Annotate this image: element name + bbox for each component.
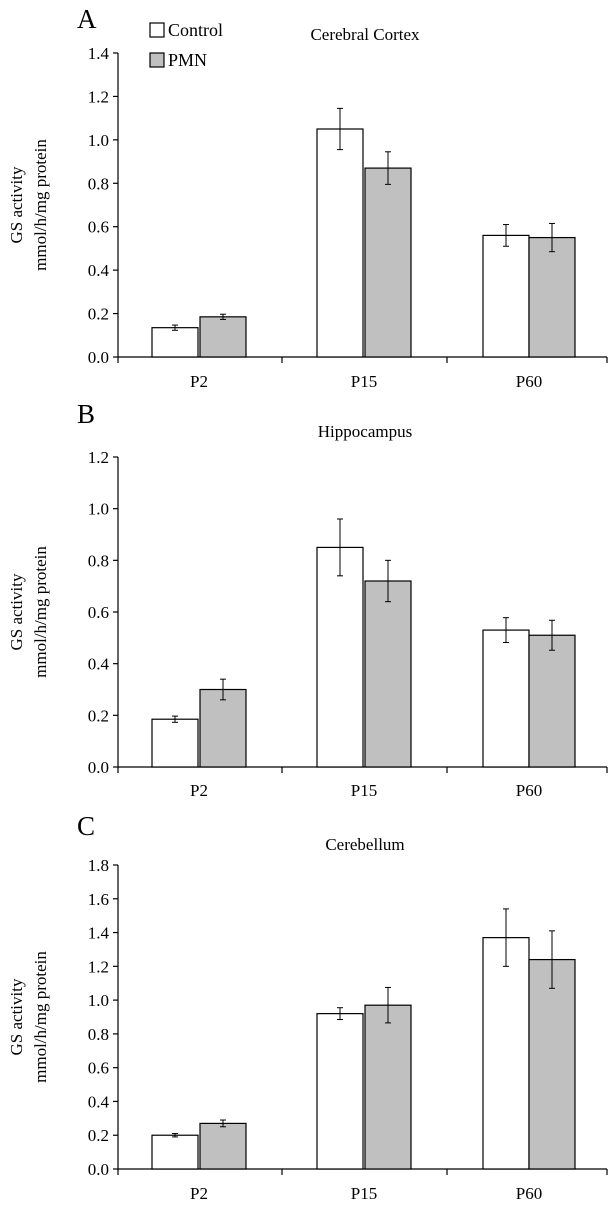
y-tick-label: 1.0 <box>88 500 109 519</box>
x-category-label: P15 <box>351 781 377 800</box>
y-axis-label: GS activity <box>7 166 26 243</box>
y-axis-label: mmol/h/mg protein <box>31 546 50 678</box>
y-tick-label: 0.8 <box>88 174 109 193</box>
y-tick-label: 0.4 <box>88 1092 110 1111</box>
x-category-label: P2 <box>190 372 208 391</box>
y-tick-label: 1.2 <box>88 87 109 106</box>
bar-pmn-p60 <box>528 634 576 768</box>
y-axis-label: GS activity <box>7 978 26 1055</box>
panel-letter: C <box>77 811 95 841</box>
panel-title: Cerebral Cortex <box>310 25 420 44</box>
x-category-label: P60 <box>516 1184 542 1203</box>
bar-control-p15 <box>316 1013 364 1170</box>
x-category-label: P60 <box>516 372 542 391</box>
bar-control-p60 <box>482 234 530 358</box>
y-tick-label: 0.2 <box>88 305 109 324</box>
y-tick-label: 0.8 <box>88 1025 109 1044</box>
bar-pmn-p15 <box>364 580 412 768</box>
y-tick-label: 1.6 <box>88 890 109 909</box>
y-tick-label: 1.4 <box>88 44 110 63</box>
bar-pmn-p60 <box>528 236 576 358</box>
panel-letter: B <box>77 399 95 429</box>
y-axis-label: mmol/h/mg protein <box>31 951 50 1083</box>
bar-control-p60 <box>482 937 530 1170</box>
bar-pmn-p15 <box>364 1004 412 1170</box>
legend-label-control: Control <box>168 20 223 40</box>
x-category-label: P15 <box>351 372 377 391</box>
bar-pmn-p2 <box>199 316 247 358</box>
y-tick-label: 0.2 <box>88 1126 109 1145</box>
panel-a: A Cerebral Cortex GS activity mmol/h/mg pro… <box>7 4 608 391</box>
panel-title: Cerebellum <box>325 835 404 854</box>
y-tick-label: 0.0 <box>88 348 109 367</box>
y-axis-label: GS activity <box>7 573 26 650</box>
x-category-label: P2 <box>190 1184 208 1203</box>
y-tick-label: 1.8 <box>88 856 109 875</box>
bar-control-p15 <box>316 128 364 358</box>
y-tick-label: 0.6 <box>88 603 109 622</box>
y-tick-label: 1.2 <box>88 448 109 467</box>
y-tick-label: 0.4 <box>88 261 110 280</box>
legend-swatch-control <box>149 22 165 38</box>
x-category-label: P15 <box>351 1184 377 1203</box>
legend: Control PMN <box>149 20 223 70</box>
y-tick-label: 1.4 <box>88 924 110 943</box>
y-tick-label: 0.6 <box>88 218 109 237</box>
y-tick-label: 0.6 <box>88 1059 109 1078</box>
y-tick-label: 0.8 <box>88 551 109 570</box>
y-tick-label: 0.2 <box>88 706 109 725</box>
y-tick-label: 0.0 <box>88 758 109 777</box>
bar-pmn-p60 <box>528 958 576 1170</box>
panel-c: C Cerebellum GS activity mmol/h/mg protein 0… <box>7 811 608 1203</box>
panel-letter: A <box>77 4 97 34</box>
bar-pmn-p2 <box>199 688 247 768</box>
bar-pmn-p2 <box>199 1122 247 1170</box>
legend-swatch-pmn <box>149 52 165 68</box>
y-axis-label: mmol/h/mg protein <box>31 139 50 271</box>
bar-control-p15 <box>316 546 364 768</box>
bar-control-p2 <box>151 718 199 768</box>
panel-title: Hippocampus <box>318 422 412 441</box>
bar-control-p60 <box>482 629 530 768</box>
legend-label-pmn: PMN <box>168 50 207 70</box>
y-tick-label: 1.0 <box>88 991 109 1010</box>
x-category-label: P60 <box>516 781 542 800</box>
bar-control-p2 <box>151 327 199 358</box>
y-tick-label: 0.4 <box>88 655 110 674</box>
y-tick-label: 0.0 <box>88 1160 109 1179</box>
panel-b: B Hippocampus GS activity mmol/h/mg protein… <box>7 399 608 800</box>
y-tick-label: 1.0 <box>88 131 109 150</box>
x-category-label: P2 <box>190 781 208 800</box>
bar-control-p2 <box>151 1134 199 1170</box>
bar-pmn-p15 <box>364 167 412 358</box>
y-tick-label: 1.2 <box>88 957 109 976</box>
